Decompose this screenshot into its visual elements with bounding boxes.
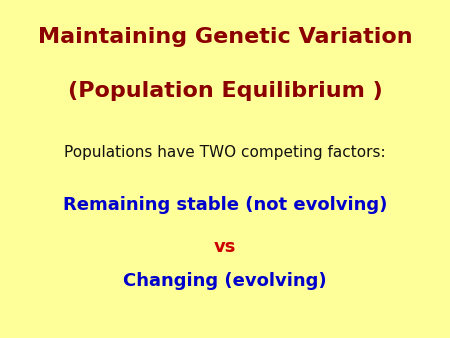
Text: Populations have TWO competing factors:: Populations have TWO competing factors: — [64, 145, 386, 160]
Text: Remaining stable (not evolving): Remaining stable (not evolving) — [63, 196, 387, 214]
Text: vs: vs — [214, 238, 236, 256]
Text: (Population Equilibrium ): (Population Equilibrium ) — [68, 81, 382, 101]
Text: Maintaining Genetic Variation: Maintaining Genetic Variation — [38, 27, 412, 47]
Text: Changing (evolving): Changing (evolving) — [123, 272, 327, 290]
